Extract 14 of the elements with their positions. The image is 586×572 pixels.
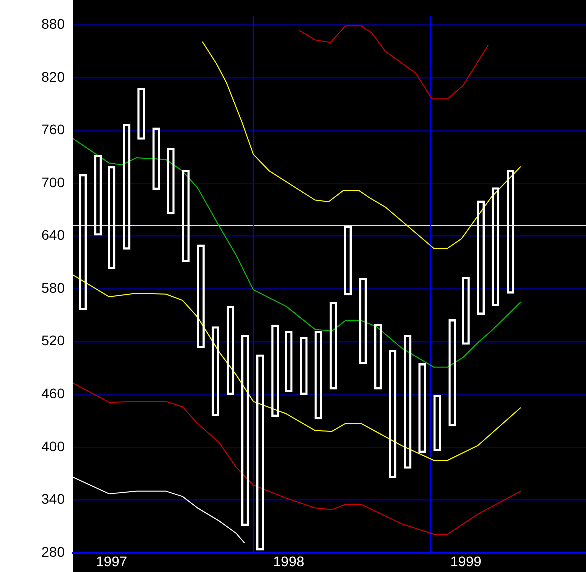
y-tick-label: 880 [42, 16, 66, 32]
y-tick-label: 340 [42, 491, 66, 508]
y-tick-label: 580 [42, 280, 66, 296]
y-tick-label: 460 [42, 386, 66, 402]
y-tick-label: 640 [42, 227, 66, 244]
y-tick-label: 760 [42, 122, 66, 138]
x-tick-label: 1998 [273, 553, 305, 570]
x-tick-label: 1997 [96, 553, 128, 570]
y-tick-label: 520 [42, 332, 66, 349]
y-tick-label: 820 [42, 68, 66, 85]
y-tick-label: 280 [42, 544, 66, 560]
y-tick-label: 700 [42, 174, 66, 190]
x-tick-label: 1999 [450, 553, 482, 570]
y-tick-label: 400 [42, 438, 66, 454]
